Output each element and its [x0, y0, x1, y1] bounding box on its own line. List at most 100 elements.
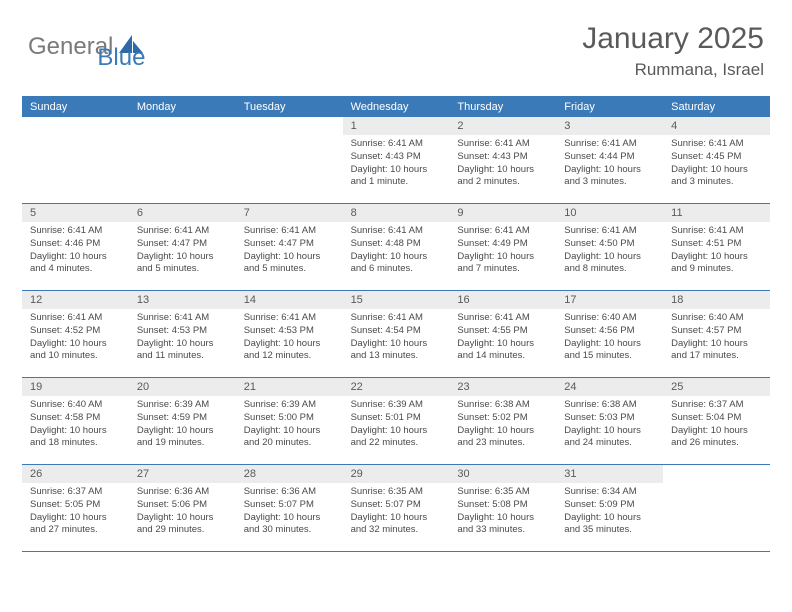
day-number: 6 — [129, 204, 236, 222]
day-info: Sunrise: 6:41 AMSunset: 4:43 PMDaylight:… — [343, 138, 450, 189]
weekday-header: Monday — [129, 97, 236, 117]
sunset-text: Sunset: 4:54 PM — [351, 325, 444, 338]
day-number: 2 — [449, 117, 556, 135]
sunset-text: Sunset: 5:05 PM — [30, 499, 123, 512]
day-info: Sunrise: 6:41 AMSunset: 4:50 PMDaylight:… — [556, 225, 663, 276]
sunset-text: Sunset: 5:08 PM — [457, 499, 550, 512]
sunset-text: Sunset: 4:58 PM — [30, 412, 123, 425]
day-number — [22, 117, 129, 123]
sunset-text: Sunset: 4:46 PM — [30, 238, 123, 251]
sunrise-text: Sunrise: 6:39 AM — [137, 399, 230, 412]
sunrise-text: Sunrise: 6:41 AM — [351, 312, 444, 325]
calendar-cell: 23Sunrise: 6:38 AMSunset: 5:02 PMDayligh… — [449, 378, 556, 464]
calendar-cell: 31 Sunrise: 6:34 AMSunset: 5:09 PMDayligh… — [556, 465, 663, 551]
sunrise-text: Sunrise: 6:35 AM — [457, 486, 550, 499]
calendar-cell — [236, 117, 343, 203]
day-info: Sunrise: 6:41 AMSunset: 4:53 PMDaylight:… — [129, 312, 236, 363]
sunrise-text: Sunrise: 6:40 AM — [671, 312, 764, 325]
page-title: January 2025 — [582, 22, 764, 56]
calendar-cell: 29 Sunrise: 6:35 AMSunset: 5:07 PMDayligh… — [343, 465, 450, 551]
sunrise-text: Sunrise: 6:36 AM — [244, 486, 337, 499]
week-row: 19Sunrise: 6:40 AMSunset: 4:58 PMDayligh… — [22, 378, 770, 465]
sunset-text: Sunset: 4:43 PM — [457, 151, 550, 164]
day-info: Sunrise: 6:35 AMSunset: 5:07 PMDaylight:… — [343, 486, 450, 537]
day-number: 11 — [663, 204, 770, 222]
day-number — [129, 117, 236, 123]
calendar-cell: 19Sunrise: 6:40 AMSunset: 4:58 PMDayligh… — [22, 378, 129, 464]
day-number: 25 — [663, 378, 770, 396]
sunset-text: Sunset: 4:44 PM — [564, 151, 657, 164]
calendar-cell — [129, 117, 236, 203]
sunrise-text: Sunrise: 6:38 AM — [457, 399, 550, 412]
day-number: 14 — [236, 291, 343, 309]
daylight-text: Daylight: 10 hours and 19 minutes. — [137, 425, 230, 451]
daylight-text: Daylight: 10 hours and 18 minutes. — [30, 425, 123, 451]
weekday-header-row: SundayMondayTuesdayWednesdayThursdayFrid… — [22, 97, 770, 117]
daylight-text: Daylight: 10 hours and 15 minutes. — [564, 338, 657, 364]
calendar-cell — [663, 465, 770, 551]
sunset-text: Sunset: 4:59 PM — [137, 412, 230, 425]
sunset-text: Sunset: 4:55 PM — [457, 325, 550, 338]
daylight-text: Daylight: 10 hours and 9 minutes. — [671, 251, 764, 277]
day-number: 30 — [449, 465, 556, 483]
sunrise-text: Sunrise: 6:34 AM — [564, 486, 657, 499]
day-number: 4 — [663, 117, 770, 135]
daylight-text: Daylight: 10 hours and 23 minutes. — [457, 425, 550, 451]
daylight-text: Daylight: 10 hours and 30 minutes. — [244, 512, 337, 538]
day-info: Sunrise: 6:41 AMSunset: 4:47 PMDaylight:… — [129, 225, 236, 276]
calendar-cell: 26Sunrise: 6:37 AMSunset: 5:05 PMDayligh… — [22, 465, 129, 551]
sunset-text: Sunset: 5:07 PM — [244, 499, 337, 512]
calendar-cell: 21Sunrise: 6:39 AMSunset: 5:00 PMDayligh… — [236, 378, 343, 464]
calendar-cell — [22, 117, 129, 203]
day-number — [663, 465, 770, 471]
day-info: Sunrise: 6:39 AMSunset: 5:01 PMDaylight:… — [343, 399, 450, 450]
sunrise-text: Sunrise: 6:41 AM — [351, 138, 444, 151]
day-info: Sunrise: 6:37 AMSunset: 5:05 PMDaylight:… — [22, 486, 129, 537]
daylight-text: Daylight: 10 hours and 1 minute. — [351, 164, 444, 190]
week-row: 26Sunrise: 6:37 AMSunset: 5:05 PMDayligh… — [22, 465, 770, 552]
day-number: 29 — [343, 465, 450, 483]
daylight-text: Daylight: 10 hours and 14 minutes. — [457, 338, 550, 364]
day-info: Sunrise: 6:41 AMSunset: 4:53 PMDaylight:… — [236, 312, 343, 363]
day-number: 31 — [556, 465, 663, 483]
calendar-cell: 28Sunrise: 6:36 AMSunset: 5:07 PMDayligh… — [236, 465, 343, 551]
week-row: 12Sunrise: 6:41 AMSunset: 4:52 PMDayligh… — [22, 291, 770, 378]
day-number — [236, 117, 343, 123]
day-number: 10 — [556, 204, 663, 222]
sunrise-text: Sunrise: 6:41 AM — [564, 225, 657, 238]
weekday-header: Wednesday — [343, 97, 450, 117]
sunset-text: Sunset: 4:53 PM — [137, 325, 230, 338]
daylight-text: Daylight: 10 hours and 33 minutes. — [457, 512, 550, 538]
sunset-text: Sunset: 5:03 PM — [564, 412, 657, 425]
sunset-text: Sunset: 5:09 PM — [564, 499, 657, 512]
day-info: Sunrise: 6:40 AMSunset: 4:58 PMDaylight:… — [22, 399, 129, 450]
sunset-text: Sunset: 4:47 PM — [244, 238, 337, 251]
day-number: 22 — [343, 378, 450, 396]
calendar-cell: 6 Sunrise: 6:41 AMSunset: 4:47 PMDaylight… — [129, 204, 236, 290]
daylight-text: Daylight: 10 hours and 13 minutes. — [351, 338, 444, 364]
calendar-cell: 18Sunrise: 6:40 AMSunset: 4:57 PMDayligh… — [663, 291, 770, 377]
sunset-text: Sunset: 4:49 PM — [457, 238, 550, 251]
sunrise-text: Sunrise: 6:37 AM — [30, 486, 123, 499]
day-info: Sunrise: 6:37 AMSunset: 5:04 PMDaylight:… — [663, 399, 770, 450]
calendar-cell: 1Sunrise: 6:41 AMSunset: 4:43 PMDaylight… — [343, 117, 450, 203]
daylight-text: Daylight: 10 hours and 17 minutes. — [671, 338, 764, 364]
weekday-header: Tuesday — [236, 97, 343, 117]
sunrise-text: Sunrise: 6:41 AM — [671, 225, 764, 238]
day-info: Sunrise: 6:41 AMSunset: 4:54 PMDaylight:… — [343, 312, 450, 363]
sunrise-text: Sunrise: 6:41 AM — [244, 312, 337, 325]
day-number: 3 — [556, 117, 663, 135]
day-info: Sunrise: 6:41 AMSunset: 4:43 PMDaylight:… — [449, 138, 556, 189]
day-number: 18 — [663, 291, 770, 309]
day-info: Sunrise: 6:40 AMSunset: 4:56 PMDaylight:… — [556, 312, 663, 363]
day-info: Sunrise: 6:39 AMSunset: 4:59 PMDaylight:… — [129, 399, 236, 450]
sunset-text: Sunset: 4:45 PM — [671, 151, 764, 164]
logo: General Blue — [28, 22, 145, 72]
sunset-text: Sunset: 4:56 PM — [564, 325, 657, 338]
daylight-text: Daylight: 10 hours and 3 minutes. — [671, 164, 764, 190]
daylight-text: Daylight: 10 hours and 4 minutes. — [30, 251, 123, 277]
daylight-text: Daylight: 10 hours and 35 minutes. — [564, 512, 657, 538]
day-number: 15 — [343, 291, 450, 309]
sunrise-text: Sunrise: 6:41 AM — [351, 225, 444, 238]
sunset-text: Sunset: 5:07 PM — [351, 499, 444, 512]
